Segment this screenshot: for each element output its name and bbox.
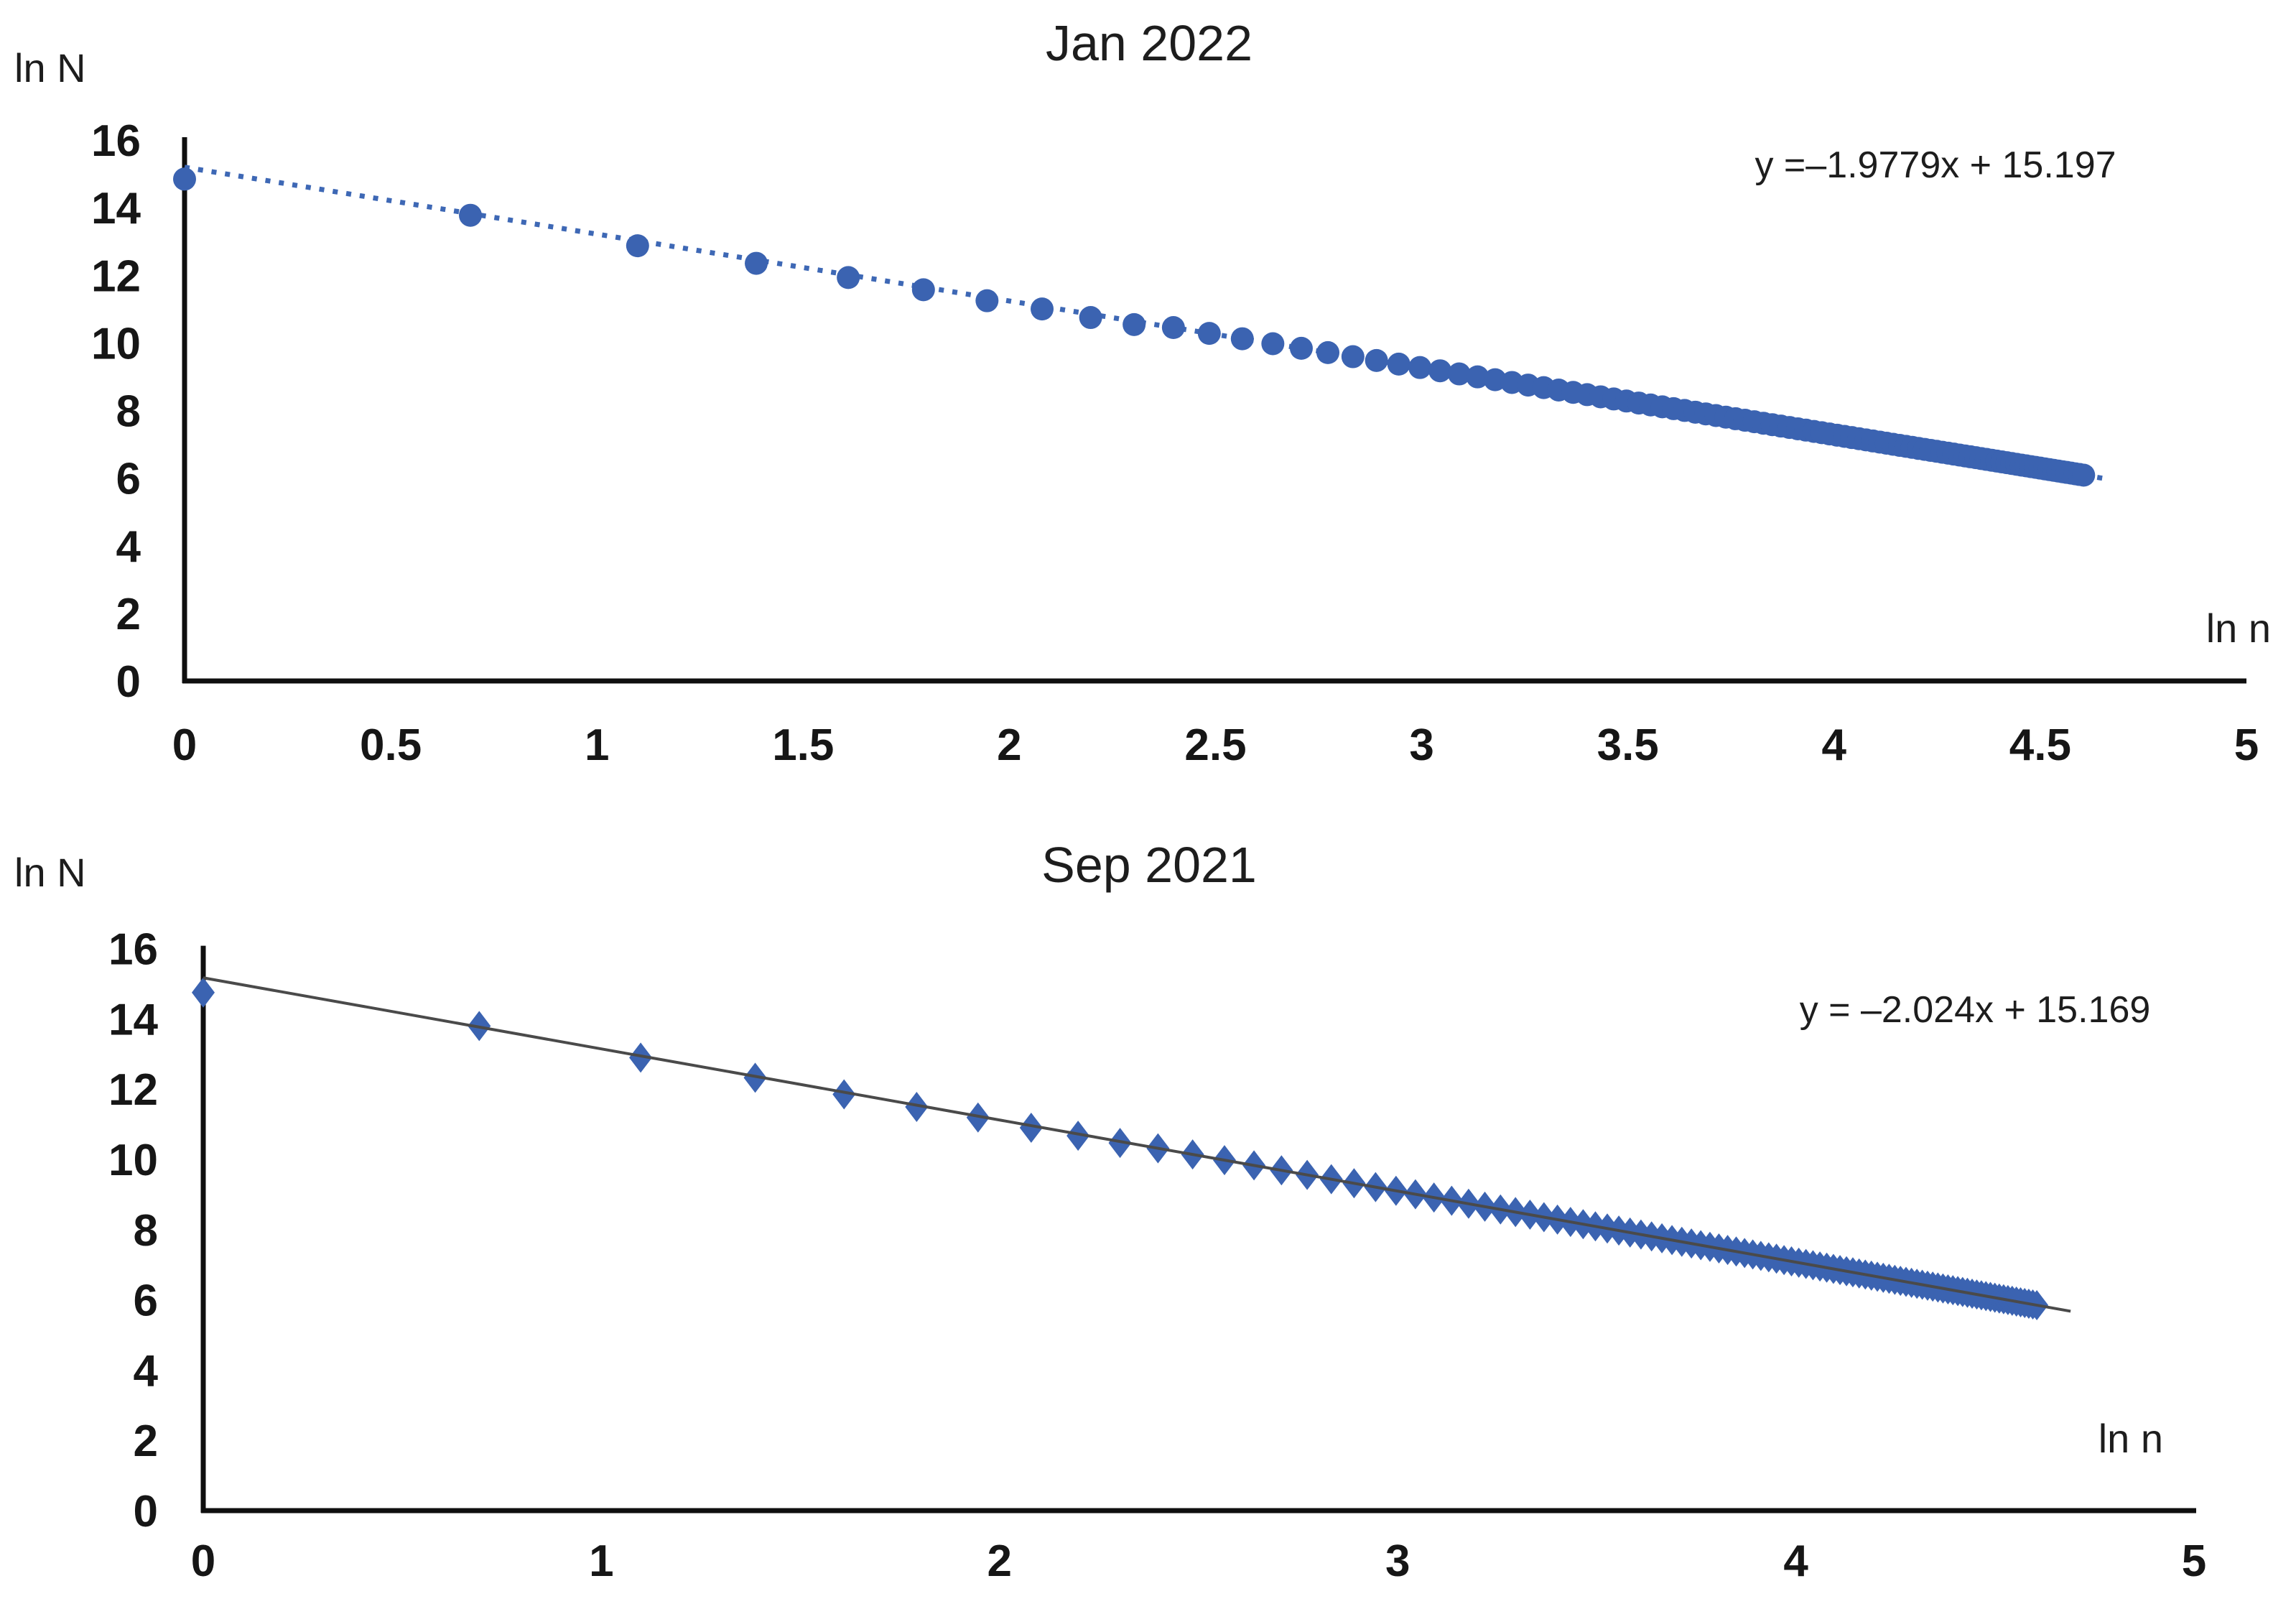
trendline: [203, 976, 2071, 1313]
y-tick-label: 6: [134, 1276, 158, 1326]
x-tick-label: 3: [1385, 1536, 1410, 1586]
y-tick-label: 8: [116, 387, 141, 437]
x-tick-label: 2: [987, 1536, 1012, 1586]
trendline-equation: y =–1.9779x + 15.197: [1754, 144, 2116, 186]
data-point: [1365, 348, 1388, 372]
x-tick-label: 2.5: [1184, 720, 1246, 770]
x-tick-label: 1.5: [772, 720, 834, 770]
y-tick-label: 4: [134, 1346, 159, 1396]
data-point: [745, 251, 768, 275]
data-point: [975, 289, 999, 312]
data-point: [1408, 356, 1432, 379]
y-tick-label: 2: [134, 1417, 158, 1466]
x-tick-label: 5: [2182, 1536, 2206, 1586]
data-point: [1261, 332, 1285, 356]
data-point: [1387, 352, 1410, 376]
data-point: [1019, 1112, 1043, 1143]
data-point: [905, 1092, 929, 1123]
data-point: [2072, 463, 2096, 487]
data-point: [1466, 365, 1489, 389]
data-point: [1031, 297, 1054, 321]
y-axis-title: ln N: [14, 45, 86, 91]
x-tick-label: 0: [172, 720, 197, 770]
x-tick-label: 3.5: [1597, 720, 1659, 770]
data-point: [192, 977, 215, 1008]
data-point: [629, 1042, 653, 1073]
y-tick-label: 14: [108, 995, 158, 1044]
y-tick-label: 8: [134, 1206, 158, 1256]
x-axis-title: ln n: [2098, 1416, 2163, 1461]
data-point: [1123, 312, 1146, 336]
data-point: [1079, 306, 1102, 330]
y-tick-label: 16: [91, 116, 141, 166]
x-tick-label: 3: [1409, 720, 1433, 770]
data-point: [1289, 336, 1313, 360]
y-axis-title: ln N: [14, 850, 86, 895]
data-point: [1316, 340, 1340, 364]
data-point: [1483, 368, 1507, 391]
y-tick-label: 0: [134, 1487, 158, 1536]
y-tick-label: 4: [116, 522, 141, 572]
x-tick-label: 1: [589, 1536, 613, 1586]
y-tick-label: 0: [116, 657, 141, 707]
x-tick-label: 2: [997, 720, 1021, 770]
data-point: [1197, 322, 1221, 346]
data-point: [1066, 1121, 1090, 1151]
y-tick-label: 6: [116, 455, 141, 504]
y-tick-label: 2: [116, 590, 141, 639]
data-point: [1428, 359, 1452, 383]
x-tick-label: 4: [1822, 720, 1847, 770]
data-point: [832, 1079, 856, 1110]
data-point: [911, 278, 935, 302]
data-point: [1161, 316, 1185, 340]
y-tick-label: 12: [108, 1065, 158, 1115]
y-tick-label: 16: [108, 925, 158, 975]
chart-title: Jan 2022: [1045, 15, 1253, 71]
data-point: [837, 266, 860, 289]
y-tick-label: 12: [91, 251, 141, 301]
y-tick-label: 10: [91, 319, 141, 368]
x-tick-label: 1: [585, 720, 609, 770]
y-tick-label: 14: [91, 184, 141, 233]
x-axis-title: ln n: [2206, 606, 2271, 651]
x-tick-label: 0: [191, 1536, 215, 1586]
x-tick-label: 4: [1783, 1536, 1808, 1586]
chart-title: Sep 2021: [1041, 837, 1257, 893]
data-point: [459, 203, 483, 227]
data-point: [1447, 362, 1471, 386]
data-point: [1341, 345, 1365, 368]
x-tick-label: 5: [2234, 720, 2259, 770]
data-point: [1230, 327, 1254, 351]
trendline-equation: y = –2.024x + 15.169: [1799, 989, 2151, 1031]
x-tick-label: 4.5: [2009, 720, 2071, 770]
data-point: [626, 234, 649, 258]
data-point: [173, 167, 196, 191]
y-tick-label: 10: [108, 1136, 158, 1185]
x-tick-label: 0.5: [360, 720, 422, 770]
